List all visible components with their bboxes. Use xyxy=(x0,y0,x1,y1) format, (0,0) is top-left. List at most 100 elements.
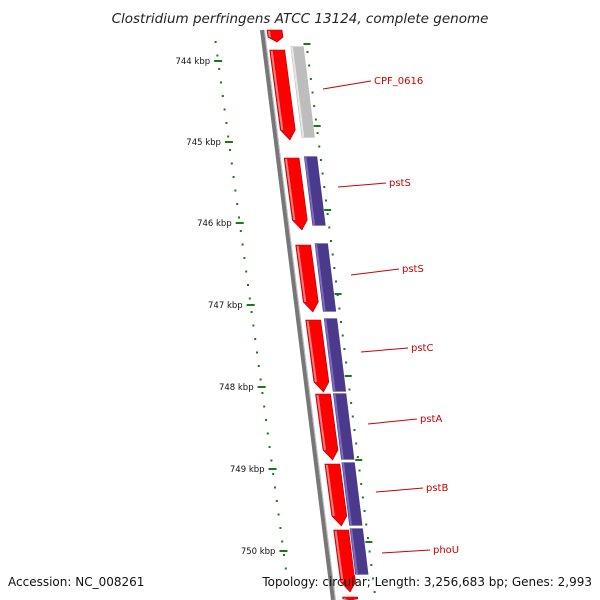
outer-dot xyxy=(368,550,371,553)
scale-dot xyxy=(277,513,280,516)
cds-arrow-highlight xyxy=(268,30,271,38)
outer-dot xyxy=(313,105,316,107)
cds-arrow xyxy=(305,319,330,393)
scale-dot xyxy=(259,378,262,381)
accession-text: Accession: NC_008261 xyxy=(8,575,144,589)
gene-block-highlight xyxy=(342,462,352,526)
scale-dot xyxy=(263,405,266,408)
outer-dot xyxy=(308,64,311,67)
scale-dot xyxy=(247,284,249,286)
outer-dot xyxy=(353,429,356,431)
outer-dot xyxy=(326,213,329,215)
gene-leader-line xyxy=(367,418,418,425)
scale-dot xyxy=(223,108,226,111)
gene-block xyxy=(340,461,364,527)
cds-arrow-highlight xyxy=(334,530,344,583)
scale-dot xyxy=(236,203,239,205)
gene-block xyxy=(348,527,370,576)
cds-arrow-highlight xyxy=(325,464,335,517)
cds-strand xyxy=(266,29,359,600)
scale-dot xyxy=(234,189,237,192)
cds-arrow-highlight xyxy=(296,245,307,303)
scale-dot xyxy=(268,446,271,448)
cds-arrow xyxy=(266,29,284,43)
gene-block xyxy=(313,242,338,313)
scale-label: 744 kbp xyxy=(175,57,210,67)
scale-dot xyxy=(257,365,260,367)
cds-arrow-highlight xyxy=(285,158,296,221)
outer-dot xyxy=(328,226,331,229)
scale-dot xyxy=(241,243,244,246)
gene-leader-line xyxy=(350,268,400,276)
scale-label: 745 kbp xyxy=(186,138,221,148)
outer-dot xyxy=(329,240,332,242)
gene-leader-line xyxy=(381,549,431,554)
scale-dot xyxy=(265,419,267,421)
outer-dot xyxy=(316,132,319,134)
backbone-highlight xyxy=(264,29,336,600)
genome-backbone xyxy=(260,29,336,600)
cds-arrow-highlight xyxy=(270,50,284,131)
outer-dot xyxy=(366,537,369,539)
scale-dot xyxy=(214,41,217,43)
gene-label: CPF_0616 xyxy=(374,76,423,87)
scale-dot xyxy=(254,338,257,340)
scale-dot xyxy=(220,81,222,84)
outer-dot xyxy=(351,415,354,418)
outer-dot xyxy=(343,348,346,350)
scale-dot xyxy=(218,68,221,70)
cds-arrow xyxy=(283,157,308,231)
gene-label: pstS xyxy=(402,264,424,275)
gene-strand xyxy=(289,45,370,576)
scale-ticks: 744 kbp 745 kbp 746 kbp 747 kbp 748 kbp 749 k… xyxy=(175,57,288,557)
gene-label: pstA xyxy=(420,414,442,425)
outer-dot xyxy=(321,172,324,175)
gene-label: pstC xyxy=(411,343,433,354)
gene-block-highlight xyxy=(290,46,305,138)
gene-label: pstS xyxy=(389,178,411,189)
cds-arrow xyxy=(333,529,356,593)
gene-leader-line xyxy=(337,182,387,188)
gene-label: phoU xyxy=(433,545,459,556)
scale-dot xyxy=(270,459,273,462)
outer-dot xyxy=(324,199,327,202)
scale-dot xyxy=(245,270,248,273)
outer-dot xyxy=(365,523,368,526)
gene-block xyxy=(303,155,327,227)
gene-block xyxy=(289,45,316,139)
scale-dot xyxy=(230,162,233,165)
outer-dot xyxy=(370,564,373,566)
scale-dot xyxy=(283,554,285,556)
outer-dot xyxy=(341,334,344,337)
map-title: Clostridium perfringens ATCC 13124, comp… xyxy=(112,11,489,27)
outer-dot xyxy=(318,145,321,148)
gene-label: pstB xyxy=(426,483,448,494)
scale-label: 746 kbp xyxy=(197,219,232,229)
gene-labels: CPF_0616 pstS pstS pstC pstA pstB phoU xyxy=(322,76,459,556)
outer-dot xyxy=(340,321,343,323)
outer-dot xyxy=(311,91,314,94)
cds-arrow-highlight xyxy=(316,394,326,451)
scale-dot xyxy=(238,216,240,219)
outer-dot xyxy=(345,361,348,364)
outer-dot xyxy=(323,186,326,188)
outer-dot xyxy=(356,456,359,458)
outer-dot xyxy=(314,118,317,121)
outer-dot xyxy=(331,253,334,256)
scale-dot xyxy=(284,567,287,570)
outer-dot xyxy=(360,483,363,485)
scale-dot xyxy=(227,135,230,138)
scale-dot xyxy=(250,311,253,313)
scale-dot xyxy=(275,500,278,502)
gene-leader-line xyxy=(375,487,424,493)
scale-label: 750 kbp xyxy=(241,547,276,557)
gene-block-highlight xyxy=(333,393,344,460)
scale-dot xyxy=(239,230,242,232)
scale-dot xyxy=(225,122,228,124)
outer-dot xyxy=(338,307,341,310)
topology-text: Topology: circular; Length: 3,256,683 bp… xyxy=(261,575,592,589)
scale-dot xyxy=(229,149,231,151)
scale-dot xyxy=(232,176,235,178)
